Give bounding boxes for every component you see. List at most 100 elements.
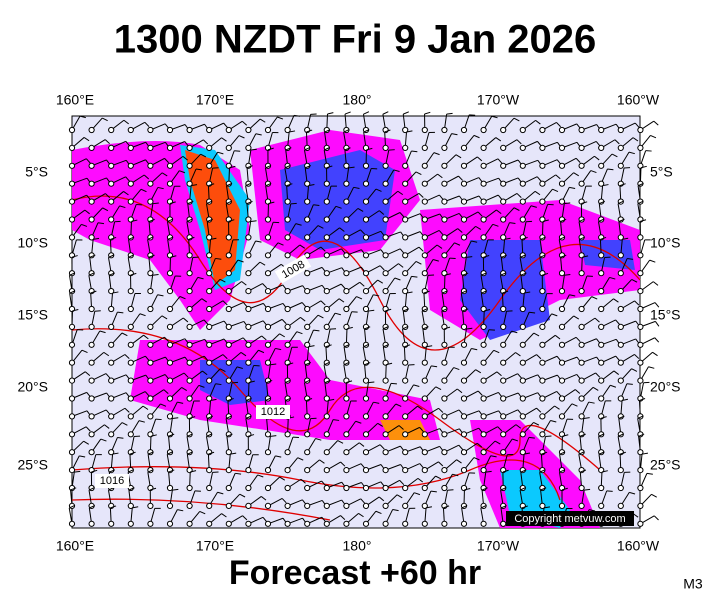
barb-station [245,520,252,527]
barb-flag [598,433,605,437]
barb-station [421,234,428,241]
barb-station [402,126,409,134]
barb-flag [123,119,129,125]
barb-station [362,288,370,295]
barb-flag [496,209,502,215]
barb-flag [537,141,542,147]
barb-flag [619,451,626,455]
barb-station [362,502,370,509]
barb-station [225,323,232,330]
barb-station [500,449,507,456]
barb-station [68,162,76,169]
barb-flag [583,417,590,419]
barb-flag [168,433,175,437]
barb-flag [515,352,521,357]
barb-flag [607,168,614,171]
barb-flag [379,444,385,450]
barb-flag [221,513,227,518]
barb-flag [344,111,351,115]
barb-station [500,395,507,402]
barb-station [88,431,95,438]
barb-station [343,484,350,492]
barb-station [480,359,487,366]
barb-station [460,431,468,438]
barb-flag [436,244,443,249]
barb-flag [279,476,286,481]
barb-station [441,377,448,384]
barb-station [147,341,154,348]
barb-station [441,413,448,420]
barb-station [68,323,76,330]
barb-station [166,270,174,277]
barb-flag [334,312,341,316]
barb-flag [517,373,522,379]
barb-flag [325,344,332,348]
barb-station [382,144,389,151]
barb-flag [399,212,405,218]
barb-station [382,234,389,241]
barb-flag [215,383,222,386]
barb-flag [306,129,313,133]
barb-station [108,198,115,205]
barb-station [421,484,428,492]
barb-station [206,288,213,295]
barb-flag [615,319,620,325]
barb-station [539,359,546,366]
barb-flag [261,335,267,341]
barb-station [402,359,409,366]
barb-flag [417,477,424,483]
barb-flag [559,236,565,240]
barb-station [558,180,566,187]
barb-station [637,449,644,456]
barb-flag [128,236,135,240]
barb-flag [562,434,569,437]
barb-flag [439,194,444,201]
barb-flag [300,478,306,484]
barb-station [343,288,350,295]
barb-flag [519,254,526,258]
barb-flag [112,452,119,455]
barb-flag [496,371,502,377]
barb-flag [446,112,453,115]
barb-flag [654,302,660,308]
barb-flag [601,470,608,473]
barb-station [225,252,232,259]
barb-flag [444,326,451,330]
barb-station [382,520,389,527]
barb-station [264,216,272,223]
barb-station [460,449,468,456]
barb-flag [301,302,307,308]
barb-flag [117,311,124,314]
barb-station [421,431,428,438]
barb-flag [417,405,423,411]
barb-flag [71,255,78,258]
barb-station [637,341,644,348]
barb-station [166,341,174,348]
barb-station [304,484,311,492]
barb-station [578,413,585,420]
barb-flag [284,164,291,169]
barb-flag [418,193,424,198]
barb-station [617,377,624,384]
barb-station [284,305,291,313]
barb-station [343,180,350,187]
barb-station [441,252,448,259]
barb-flag [340,515,346,521]
barb-flag [333,419,340,421]
barb-flag [259,118,266,123]
barb-station [343,252,350,259]
barb-flag [485,470,492,473]
barb-station [362,413,370,420]
barb-station [264,270,272,277]
barb-station [264,305,272,313]
latitude-label: 5°S [25,164,48,180]
barb-station [578,323,585,330]
barb-station [617,270,624,277]
barb-station [539,144,546,151]
barb-station [480,234,487,241]
barb-flag [653,515,659,521]
barb-station [382,270,389,277]
barb-station [578,162,585,169]
barb-flag [226,182,233,187]
barb-flag [359,281,365,287]
